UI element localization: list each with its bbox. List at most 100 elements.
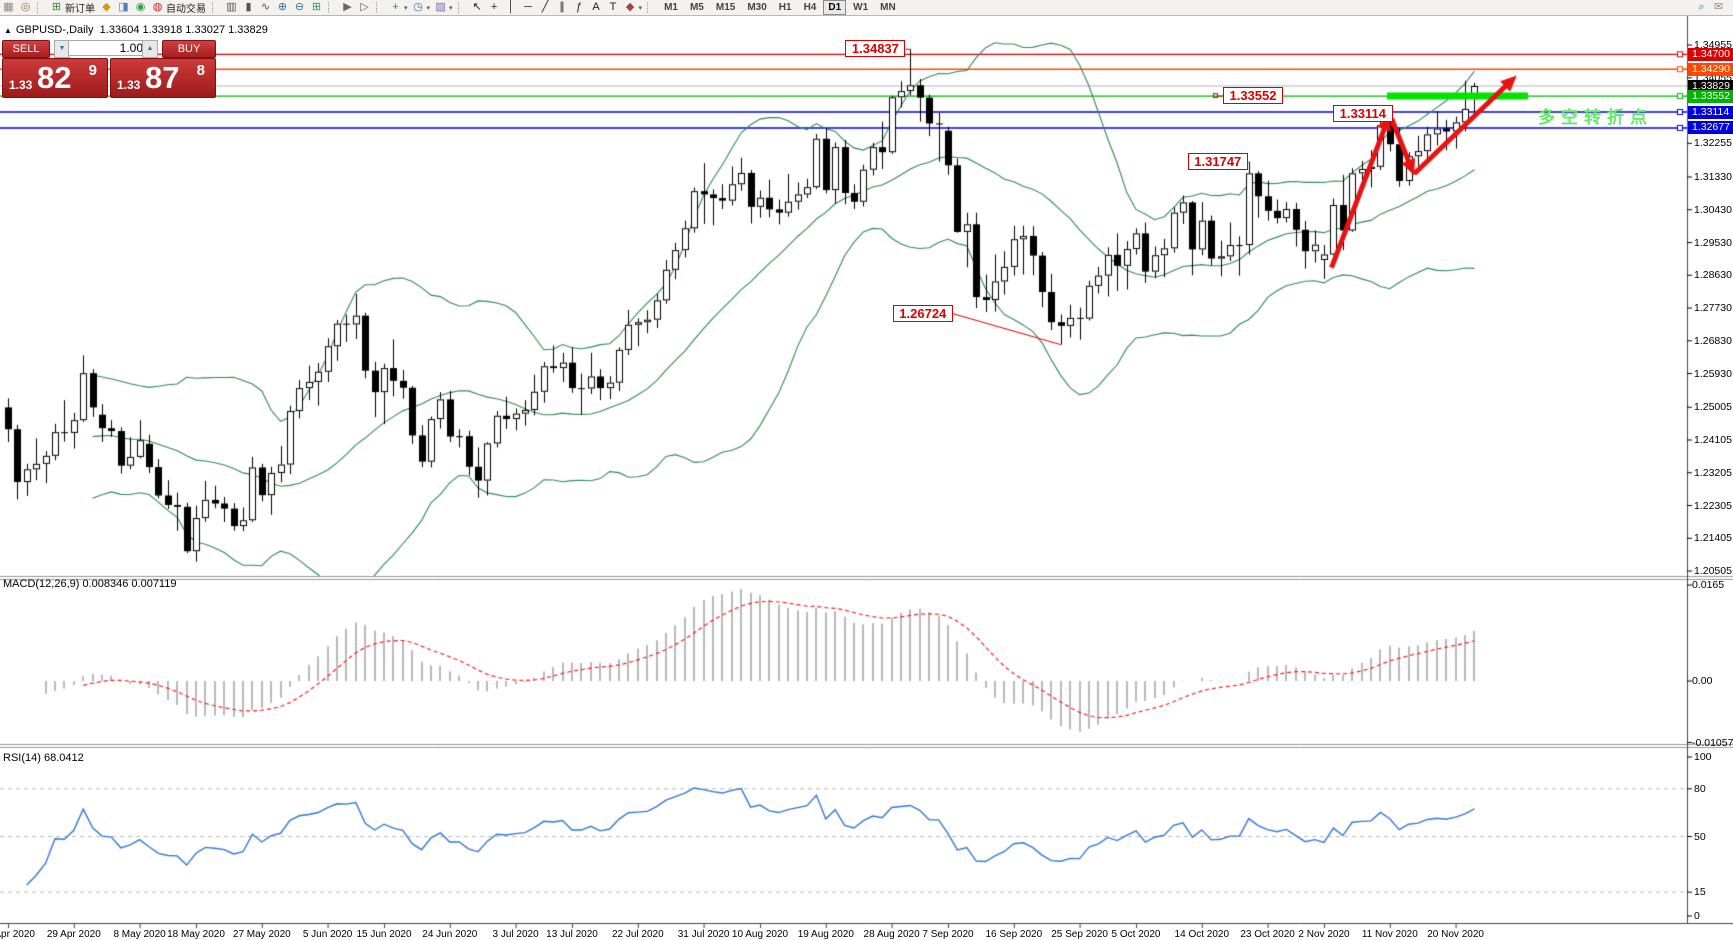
macd-scale-tick: 0.0165 — [1692, 579, 1725, 591]
date-axis-label: 8 May 2020 — [113, 929, 166, 940]
new-order-icon[interactable]: ⊞ — [51, 1, 62, 13]
price-scale-tick: 1.21405 — [1694, 532, 1732, 545]
buy-price-button[interactable]: 1.33 87 8 — [110, 58, 216, 98]
trendline-icon[interactable]: ╱ — [541, 1, 549, 13]
rsi-scale-tick: 50 — [1694, 830, 1706, 843]
price-scale-tick: 1.25005 — [1694, 401, 1732, 414]
price-scale-tick: 1.25930 — [1694, 367, 1732, 380]
buy-button[interactable]: BUY — [162, 40, 216, 58]
date-axis-label: 27 May 2020 — [232, 929, 291, 940]
dropdown-arrow-icon[interactable]: ▾ — [449, 4, 453, 12]
channel-icon[interactable]: ∥ — [559, 1, 565, 13]
profiles-icon[interactable]: ◎ — [20, 1, 31, 13]
date-axis-label: 20 Nov 2020 — [1427, 929, 1484, 940]
timeframe-button-mn[interactable]: MN — [880, 2, 896, 13]
toolbar-separator — [328, 2, 336, 13]
new-order-label: 新订单 — [65, 4, 95, 15]
macd-indicator-label: MACD(12,26,9) 0.008346 0.007119 — [3, 578, 177, 590]
toolbar-separator — [37, 2, 45, 13]
arrows-icon[interactable]: ◆ — [625, 1, 635, 13]
auto-scroll-icon[interactable]: ▶ — [343, 1, 352, 13]
date-axis-label: 10 Aug 2020 — [731, 929, 789, 940]
price-scale-badge: 1.33114 — [1688, 105, 1733, 119]
price-annotation-box[interactable]: 1.33552 — [1223, 87, 1283, 105]
sell-price-button[interactable]: 1.33 82 9 — [2, 58, 108, 98]
signals-icon[interactable]: ◉ — [135, 1, 146, 13]
dropdown-arrow-icon[interactable]: ▾ — [404, 4, 408, 12]
price-annotation-box[interactable]: 1.26724 — [892, 304, 953, 322]
price-scale-tick: 1.27730 — [1694, 302, 1732, 315]
depth-of-market-icon[interactable]: ◨ — [118, 1, 129, 13]
buy-price-prefix: 1.33 — [117, 78, 141, 92]
chart-header: ▲ GBPUSD-,Daily 1.33604 1.33918 1.33027 1… — [4, 24, 268, 36]
price-annotation-box[interactable]: 1.33114 — [1332, 105, 1393, 123]
cursor-icon[interactable]: ↖ — [472, 1, 482, 13]
templates-icon[interactable]: ▨ — [435, 1, 446, 13]
rsi-scale-tick: 80 — [1694, 782, 1706, 795]
tile-windows-icon[interactable]: ⊞ — [311, 1, 322, 13]
dropdown-arrow-icon[interactable]: ▾ — [638, 4, 643, 12]
autotrading-icon[interactable]: ◍ — [152, 1, 163, 13]
indicators-icon[interactable]: + — [392, 1, 399, 13]
line-chart-type-icon[interactable]: ∿ — [260, 1, 271, 13]
collapse-triangle-icon[interactable]: ▲ — [4, 26, 12, 35]
timeframe-button-m30[interactable]: M30 — [747, 2, 767, 13]
chart-shift-icon[interactable]: ▷ — [360, 1, 369, 13]
timeframe-button-h1[interactable]: H1 — [778, 2, 792, 13]
timeframe-button-m5[interactable]: M5 — [689, 2, 704, 13]
sell-price-big: 82 — [37, 60, 72, 95]
price-scale-tick: 1.23205 — [1694, 466, 1732, 479]
macd-scale-tick: 0.00 — [1692, 675, 1713, 687]
styler-icon[interactable]: ◆ — [102, 1, 111, 13]
buy-price-big: 87 — [145, 60, 180, 95]
date-axis-label: 23 Oct 2020 — [1240, 929, 1295, 940]
horizontal-line-icon[interactable]: ─ — [524, 1, 532, 13]
vertical-line-icon[interactable]: │ — [507, 1, 515, 13]
price-scale-tick: 1.30430 — [1694, 203, 1732, 216]
bar-chart-type-icon[interactable]: ▥ — [226, 1, 237, 13]
chat-icon[interactable]: ✉ — [1713, 1, 1724, 13]
price-scale-tick: 1.31330 — [1694, 170, 1732, 183]
price-scale-tick: 1.26830 — [1694, 334, 1732, 347]
toolbar: ▦ ◎ ⊞ 新订单 ◆ ◨ ◉ ◍ 自动交易 ▥ ▮ ∿ ⊕ ⊖ ⊞ ▶ ▷ + ▾ ◷ ▾ ▨ ▾ ↖ + │ ─ ╱ ∥ ƒ A T ◆ ▾ M… — [0, 0, 1733, 16]
price-scale-badge: 1.33552 — [1688, 89, 1733, 103]
rsi-indicator-label: RSI(14) 68.0412 — [3, 752, 84, 764]
fibonacci-icon[interactable]: ƒ — [575, 1, 583, 13]
toolbar-separator — [376, 2, 384, 13]
timeframe-button-h4[interactable]: H4 — [803, 2, 817, 13]
chart-window-icon[interactable]: ▦ — [3, 1, 14, 13]
chinese-note-text[interactable]: 多空转折点 — [1538, 108, 1653, 127]
date-axis-label: 13 Jul 2020 — [546, 929, 598, 940]
volume-increase-button[interactable]: ▲ — [142, 40, 158, 58]
price-scale-tick: 1.28630 — [1694, 269, 1732, 282]
text-icon[interactable]: A — [592, 1, 600, 13]
price-scale-tick: 1.20505 — [1694, 565, 1732, 578]
date-axis-label: 28 Aug 2020 — [863, 929, 920, 940]
search-icon[interactable]: ⌕ — [1698, 1, 1705, 13]
crosshair-icon[interactable]: + — [490, 1, 498, 13]
sell-button[interactable]: SELL — [2, 40, 50, 58]
price-annotation-box[interactable]: 1.34837 — [845, 40, 906, 58]
date-axis-label: 3 Jul 2020 — [492, 929, 539, 940]
price-annotation-box[interactable]: 1.31747 — [1187, 152, 1248, 170]
timeframe-button-w1[interactable]: W1 — [853, 2, 869, 13]
timeframe-button-m15[interactable]: M15 — [715, 2, 736, 13]
timeframe-button-m1[interactable]: M1 — [664, 2, 678, 13]
toolbar-separator — [647, 2, 655, 13]
dropdown-arrow-icon[interactable]: ▾ — [426, 4, 431, 12]
date-axis-label: 19 Aug 2020 — [797, 929, 854, 940]
date-axis-label: 7 Sep 2020 — [922, 929, 974, 940]
periods-icon[interactable]: ◷ — [413, 1, 423, 13]
rsi-scale-tick: 0 — [1694, 910, 1700, 922]
timeframe-button-d1[interactable]: D1 — [823, 0, 847, 15]
zoom-in-icon[interactable]: ⊕ — [277, 1, 288, 13]
zoom-out-icon[interactable]: ⊖ — [294, 1, 305, 13]
toolbar-separator — [212, 2, 220, 13]
label-icon[interactable]: T — [609, 1, 617, 13]
candlestick-type-icon[interactable]: ▮ — [245, 1, 252, 13]
volume-input[interactable]: 1.00 — [68, 40, 148, 56]
toolbar-separator — [457, 2, 466, 13]
